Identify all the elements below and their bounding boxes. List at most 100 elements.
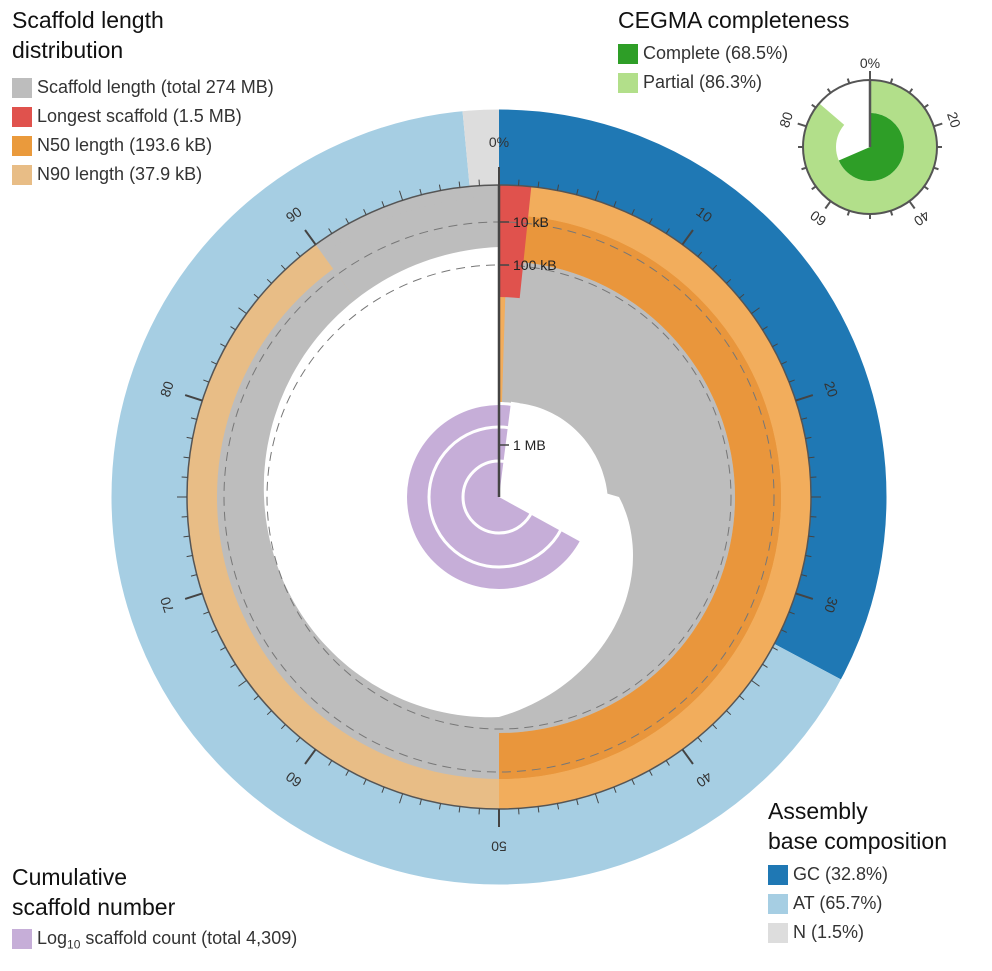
percent-tick	[183, 456, 190, 459]
percent-tick	[726, 710, 732, 716]
percent-tick	[381, 201, 385, 208]
legend-label-longest-scaffold: Longest scaffold (1.5 MB)	[37, 106, 242, 126]
percent-tick	[808, 456, 815, 459]
percent-tick	[665, 760, 670, 766]
percent-tick	[230, 663, 236, 668]
cegma-tick	[797, 122, 807, 128]
percent-tick	[631, 779, 635, 785]
percent-tick	[781, 361, 787, 365]
legend-label-scaffold-count: Log10 scaffold count (total 4,309)	[37, 924, 297, 953]
percent-tick	[186, 436, 193, 440]
percent-tick	[363, 209, 367, 215]
percent-tick	[712, 724, 718, 730]
percent-tick	[183, 535, 190, 538]
legend-item-n50: N50 length (193.6 kB)	[12, 131, 274, 160]
percent-tick	[537, 806, 540, 813]
legend-swatch-scaffold-length	[12, 77, 32, 98]
percent-tick	[681, 748, 694, 765]
percent-tick	[238, 307, 247, 315]
percent-tick	[576, 188, 579, 195]
percent-tick	[805, 436, 812, 440]
percent-tick	[295, 251, 301, 257]
scaffold-length-legend: Scaffold length distribution Scaffold le…	[12, 5, 274, 189]
percent-tick	[594, 793, 599, 804]
legend-label-cegma-partial: Partial (86.3%)	[643, 72, 763, 92]
percent-tick	[253, 293, 259, 299]
percent-tick	[438, 184, 442, 191]
percent-axis-label: 70	[157, 595, 177, 615]
cegma-tick	[908, 88, 914, 94]
scaffold-panel-title-line1: Scaffold length	[12, 7, 164, 33]
percent-tick	[781, 629, 787, 633]
legend-swatch-scaffold-count	[12, 928, 32, 949]
n-segment	[462, 109, 499, 187]
percent-tick	[220, 343, 226, 348]
cegma-panel-title: CEGMA completeness	[618, 7, 850, 33]
percent-tick	[726, 278, 732, 284]
percent-tick	[458, 806, 461, 813]
legend-label-count-suffix: scaffold count (total 4,309)	[80, 928, 298, 948]
percent-tick	[697, 251, 703, 257]
percent-tick	[253, 695, 259, 701]
length-scale-label: 1 MB	[513, 437, 546, 453]
percent-tick	[304, 748, 317, 765]
legend-label-at: AT (65.7%)	[793, 893, 883, 913]
cegma-tick-label: 40	[911, 207, 933, 229]
percent-tick	[345, 218, 350, 224]
legend-swatch-longest-scaffold	[12, 106, 32, 127]
cegma-tick	[811, 103, 817, 109]
scale-circle-100kb	[266, 264, 732, 730]
percent-tick	[751, 679, 760, 687]
percent-tick	[788, 379, 795, 383]
cegma-tick-label: 0%	[860, 55, 880, 71]
cegma-tick	[923, 103, 929, 109]
legend-label-scaffold-length: Scaffold length (total 274 MB)	[37, 77, 274, 97]
percent-tick	[631, 209, 635, 215]
cegma-tick-label: 80	[776, 110, 796, 130]
percent-tick	[211, 629, 217, 633]
composition-panel-title-line1: Assembly	[768, 798, 868, 824]
percent-axis-label: 80	[157, 379, 177, 399]
percent-tick	[230, 326, 236, 331]
legend-swatch-gc	[768, 864, 788, 885]
percent-tick	[613, 786, 617, 793]
legend-item-scaffold-length: Scaffold length (total 274 MB)	[12, 73, 274, 102]
percent-tick	[186, 554, 193, 558]
legend-item-gc: GC (32.8%)	[768, 860, 947, 889]
percent-tick	[238, 679, 247, 687]
percent-tick	[203, 611, 210, 615]
count-panel-title-line2: scaffold number	[12, 894, 176, 920]
percent-tick	[648, 218, 653, 224]
percent-tick	[266, 278, 272, 284]
percent-tick	[438, 803, 442, 810]
percent-tick	[328, 760, 333, 766]
percent-tick	[648, 770, 653, 776]
percent-tick	[739, 293, 745, 299]
percent-tick	[681, 229, 694, 246]
percent-axis-label: 50	[491, 838, 507, 854]
legend-item-n: N (1.5%)	[768, 918, 947, 947]
longest-scaffold-wedge	[499, 185, 532, 299]
legend-label-n50: N50 length (193.6 kB)	[37, 135, 213, 155]
percent-tick	[184, 394, 203, 402]
scaffold-count-legend: Cumulative scaffold number Log10 scaffol…	[12, 862, 297, 953]
count-gap	[499, 401, 595, 544]
cegma-tick	[923, 185, 929, 191]
legend-item-n90: N90 length (37.9 kB)	[12, 160, 274, 189]
legend-item-cegma-partial: Partial (86.3%)	[618, 68, 849, 97]
legend-label-cegma-complete: Complete (68.5%)	[643, 43, 789, 63]
legend-label-log-base: 10	[67, 937, 81, 952]
percent-tick	[751, 307, 760, 315]
percent-tick	[381, 786, 385, 793]
legend-swatch-cegma-complete	[618, 43, 638, 64]
legend-label-gc: GC (32.8%)	[793, 864, 889, 884]
percent-tick	[808, 535, 815, 538]
percent-tick	[805, 554, 812, 558]
cegma-legend: CEGMA completeness Complete (68.5%) Part…	[618, 5, 849, 97]
percent-tick	[328, 228, 333, 234]
percent-tick	[211, 361, 217, 365]
cegma-tick	[811, 185, 817, 191]
percent-tick	[295, 737, 301, 743]
legend-swatch-at	[768, 893, 788, 914]
